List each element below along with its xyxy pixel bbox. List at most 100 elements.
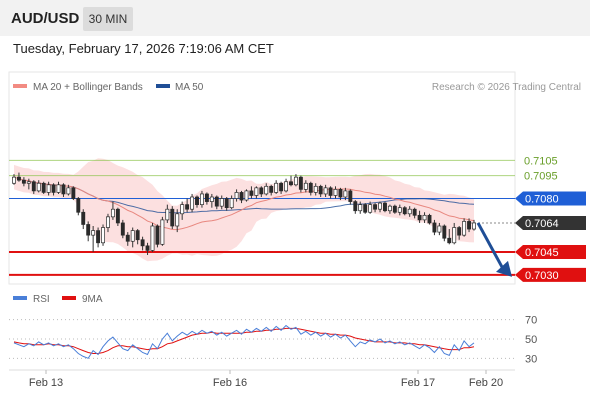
candle xyxy=(160,216,165,246)
candle-body xyxy=(224,198,229,209)
candle xyxy=(155,224,160,248)
candle xyxy=(76,197,81,216)
candle xyxy=(140,236,145,251)
candle-body xyxy=(333,189,338,196)
candle xyxy=(86,221,91,242)
candle xyxy=(417,210,422,223)
candle xyxy=(150,222,155,252)
candle-body xyxy=(437,225,442,233)
level-tag xyxy=(515,215,586,230)
candle xyxy=(412,207,417,219)
candle xyxy=(229,195,234,210)
candle xyxy=(462,218,467,237)
rsi-ma-legend-swatch xyxy=(62,296,76,300)
candlesticks xyxy=(12,172,476,255)
candle xyxy=(407,206,412,217)
candle-body xyxy=(373,204,378,210)
level-label: 0.7045 xyxy=(525,247,559,259)
candle xyxy=(145,242,150,255)
candle-body xyxy=(180,204,185,215)
candle xyxy=(165,204,170,223)
candle-body xyxy=(303,182,308,190)
candle xyxy=(467,218,472,233)
ma50-legend-swatch xyxy=(156,84,170,88)
candle-body xyxy=(462,221,467,236)
candle-body xyxy=(239,192,244,201)
candle xyxy=(135,229,140,245)
candle-body xyxy=(269,185,274,193)
rsi-level-label: 30 xyxy=(525,353,537,365)
candle xyxy=(46,181,51,196)
candle xyxy=(91,226,96,252)
candle-body xyxy=(293,176,298,186)
candle-body xyxy=(145,245,150,251)
candle-body xyxy=(249,190,254,196)
credit-text: Research © 2026 Trading Central xyxy=(432,82,581,93)
candle-body xyxy=(140,239,145,247)
candle xyxy=(36,180,41,193)
candle-body xyxy=(387,205,392,212)
candle xyxy=(170,206,175,230)
candle xyxy=(323,184,328,197)
candle-body xyxy=(402,207,407,215)
candle-body xyxy=(175,213,180,227)
candle xyxy=(348,189,353,205)
candle-body xyxy=(106,216,110,228)
candle-body xyxy=(298,176,303,190)
candle xyxy=(293,174,298,187)
candle xyxy=(120,219,125,239)
candle-body xyxy=(472,222,476,230)
candle-body xyxy=(323,187,328,195)
level-label: 0.7030 xyxy=(525,270,559,282)
candle-body xyxy=(130,230,135,242)
candle-body xyxy=(155,225,160,245)
candle xyxy=(427,213,432,225)
candle-body xyxy=(110,208,115,218)
ma20-line xyxy=(13,176,475,231)
candle-body xyxy=(274,182,279,193)
ma20-legend-label: MA 20 + Bollinger Bands xyxy=(33,82,143,93)
candle-body xyxy=(16,176,21,181)
candle-body xyxy=(81,211,86,225)
x-tick-label: Feb 20 xyxy=(469,377,503,389)
rsi-level-label: 70 xyxy=(525,315,537,327)
candle-body xyxy=(392,205,397,213)
candle xyxy=(204,192,209,205)
symbol-title: AUD/USD xyxy=(11,10,80,27)
level-tag xyxy=(515,267,586,282)
candle xyxy=(392,204,397,214)
candle xyxy=(383,201,387,213)
timeframe-button[interactable]: 30 MIN xyxy=(83,7,133,31)
candle xyxy=(397,204,402,216)
candle-body xyxy=(170,208,175,227)
candle xyxy=(363,203,368,214)
level-tag xyxy=(515,191,586,206)
candle xyxy=(110,201,115,220)
forecast-arrow-shaft xyxy=(476,222,505,270)
candle xyxy=(328,186,333,199)
candle-body xyxy=(31,181,36,192)
candle-body xyxy=(120,222,125,236)
x-axis: Feb 13 Feb 16 Feb 17 Feb 20 xyxy=(29,370,503,389)
candle-body xyxy=(442,225,447,239)
candle xyxy=(259,186,264,197)
rsi-lines xyxy=(13,324,475,359)
candle xyxy=(289,175,293,187)
candle-body xyxy=(353,201,358,212)
candle xyxy=(284,178,289,193)
candle-body xyxy=(12,176,16,184)
candle-body xyxy=(36,182,41,192)
x-tick-label: Feb 17 xyxy=(401,377,435,389)
candle xyxy=(130,227,135,248)
rsi-legend-label: RSI xyxy=(33,294,50,305)
candle-body xyxy=(51,184,56,193)
candle-body xyxy=(244,190,249,201)
candle xyxy=(96,227,101,248)
candle-body xyxy=(432,222,437,233)
candle xyxy=(71,186,76,201)
candle xyxy=(180,201,185,220)
candle xyxy=(16,172,21,182)
candle-body xyxy=(427,214,432,224)
level-label: 0.7064 xyxy=(525,218,559,230)
